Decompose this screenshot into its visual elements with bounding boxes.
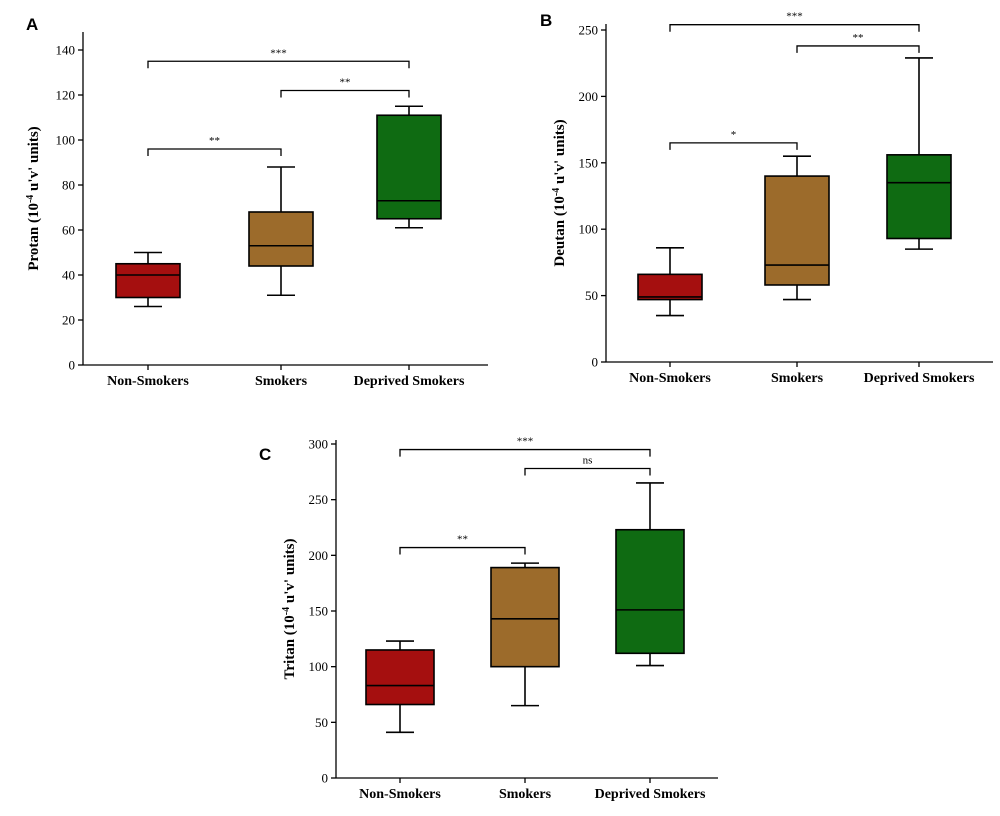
panel-b-category-label: Smokers: [771, 371, 824, 386]
panel-a-category-label: Non-Smokers: [107, 374, 189, 389]
significance-label: ***: [517, 436, 534, 448]
bracket-line: [147, 148, 282, 156]
bracket-line: [669, 24, 920, 32]
significance-label: **: [340, 77, 351, 89]
panel-b-ytick-label: 250: [579, 23, 599, 38]
panel-c-ytick-label: 150: [309, 604, 329, 619]
panel-b-category-label: Deprived Smokers: [864, 371, 975, 386]
panel-c-ytick-label: 200: [309, 548, 329, 563]
panel-a-category-label: Smokers: [255, 374, 308, 389]
panel-a-ytick-label: 80: [62, 178, 75, 193]
bracket-line: [147, 60, 410, 69]
panel-c-ytick-label: 100: [309, 659, 329, 674]
panel-c-category-label: Smokers: [499, 787, 552, 802]
bracket-line: [399, 546, 526, 555]
significance-label: ***: [270, 47, 287, 59]
iqr-box: [490, 566, 560, 668]
iqr-box: [637, 273, 703, 301]
panel-b-box-smokers: [764, 155, 830, 301]
panel-c-category-label: Deprived Smokers: [595, 787, 706, 802]
panel-b-ytick-label: 200: [579, 89, 599, 104]
panel-b-box-non-smokers: [637, 246, 703, 317]
panel-b-letter: B: [540, 11, 552, 30]
panel-a-letter: A: [26, 15, 38, 34]
significance-label: ns: [583, 454, 593, 466]
panel-c-significance-bracket: **: [399, 534, 526, 555]
panel-a-category-label: Deprived Smokers: [354, 374, 465, 389]
iqr-box: [615, 528, 685, 655]
panel-b-ytick-label: 100: [579, 222, 599, 237]
panel-c-box-non-smokers: [365, 640, 435, 734]
panel-a-ytick-label: 140: [56, 43, 76, 58]
panel-a-ytick-label: 0: [69, 358, 76, 373]
panel-c: C 0 50 100 150 200 250 300 Non-Smokers Smokers Dep…: [259, 436, 718, 802]
panel-a-ytick-label: 120: [56, 88, 76, 103]
panel-b-ytick-label: 150: [579, 155, 599, 170]
panel-c-ytick-label: 250: [309, 492, 329, 507]
panel-a-significance-bracket: **: [280, 77, 410, 98]
panel-c-significance-bracket: ***: [399, 436, 651, 457]
panel-b-category-label: Non-Smokers: [629, 371, 711, 386]
bracket-line: [280, 89, 410, 98]
bracket-line: [399, 448, 651, 457]
iqr-box: [764, 175, 830, 286]
iqr-box: [886, 154, 952, 240]
significance-label: ***: [786, 11, 803, 23]
panel-b-y-axis-label: Deutan (10-4 u'v' units): [551, 119, 569, 266]
panel-a-ytick-label: 40: [62, 268, 75, 283]
iqr-box: [365, 649, 435, 706]
panel-b-significance-bracket: ***: [669, 11, 920, 32]
panel-c-letter: C: [259, 445, 271, 464]
panel-a-box-non-smokers: [115, 251, 181, 308]
panel-a: A 0 20 40 60 80 100 120 140 Non-Smokers Smokers Dep…: [25, 15, 488, 389]
panel-a-ytick-label: 100: [56, 133, 76, 148]
iqr-box: [376, 114, 442, 220]
panel-b-significance-bracket: *: [669, 129, 798, 150]
bracket-line: [524, 467, 651, 476]
panel-c-category-label: Non-Smokers: [359, 787, 441, 802]
panel-c-ytick-label: 300: [309, 437, 329, 452]
panel-a-significance-bracket: ***: [147, 47, 410, 69]
panel-c-ytick-label: 0: [322, 771, 329, 786]
panel-c-box-smokers: [490, 562, 560, 707]
panel-b: B 0 50 100 150 200 250 Non-Smokers Smokers Depriv…: [540, 11, 993, 386]
significance-label: **: [457, 534, 468, 546]
significance-label: **: [853, 32, 864, 44]
panel-b-significance-bracket: **: [796, 32, 920, 53]
iqr-box: [248, 211, 314, 267]
bracket-line: [669, 142, 798, 150]
significance-label: **: [209, 135, 220, 147]
panel-c-y-axis-label: Tritan (10-4 u'v' units): [281, 538, 299, 679]
bracket-line: [796, 45, 920, 53]
panel-c-box-deprived-smokers: [615, 482, 685, 667]
panel-c-ytick-label: 50: [315, 715, 328, 730]
iqr-box: [115, 262, 181, 299]
panel-a-significance-bracket: **: [147, 135, 282, 156]
significance-label: *: [731, 129, 737, 141]
panel-a-ytick-label: 60: [62, 223, 75, 238]
panel-a-box-deprived-smokers: [376, 105, 442, 229]
panel-b-ytick-label: 50: [585, 288, 598, 303]
panel-a-y-axis-label: Protan (10-4 u'v' units): [25, 126, 43, 270]
panel-b-ytick-label: 0: [592, 355, 599, 370]
panel-a-ytick-label: 20: [62, 313, 75, 328]
panel-b-box-deprived-smokers: [886, 57, 952, 250]
panel-a-box-smokers: [248, 166, 314, 297]
panel-c-significance-bracket: ns: [524, 454, 651, 476]
